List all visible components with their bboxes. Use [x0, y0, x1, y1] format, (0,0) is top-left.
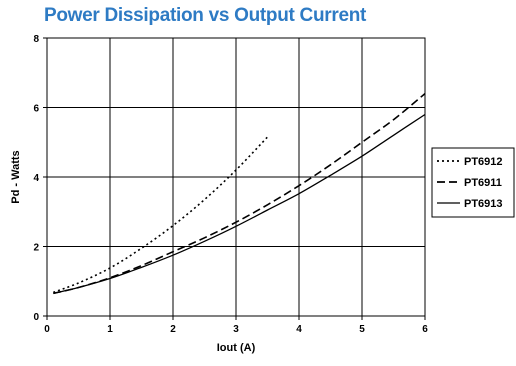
y-tick-label: 8	[33, 34, 39, 45]
x-tick-label: 0	[44, 324, 50, 335]
x-tick-label: 3	[233, 324, 239, 335]
x-tick-label: 2	[170, 324, 176, 335]
series-lines	[53, 94, 425, 294]
x-tick-label: 4	[296, 324, 302, 335]
legend-entry-label: PT6911	[464, 177, 502, 189]
legend-entry-label: PT6912	[464, 156, 503, 168]
x-tick-label: 6	[422, 324, 428, 335]
legend: PT6912 PT6911 PT6913	[432, 148, 514, 217]
y-axis-label: Pd - Watts	[10, 150, 22, 203]
series-line-pt6911	[53, 94, 425, 294]
y-tick-label: 0	[33, 312, 39, 323]
x-tick-label: 5	[359, 324, 365, 335]
series-line-pt6912	[53, 137, 267, 292]
y-tick-label: 6	[33, 104, 39, 115]
y-tick-label: 2	[33, 243, 39, 254]
series-line-pt6913	[53, 115, 425, 294]
legend-entry-label: PT6913	[464, 198, 503, 210]
x-axis-label: Iout (A)	[217, 342, 256, 354]
y-tick-label: 4	[33, 173, 39, 184]
x-tick-label: 1	[107, 324, 113, 335]
grid	[47, 38, 425, 316]
axis-ticks: 0 1 2 3 4 5 6 0 2 4 6 8	[33, 34, 428, 335]
